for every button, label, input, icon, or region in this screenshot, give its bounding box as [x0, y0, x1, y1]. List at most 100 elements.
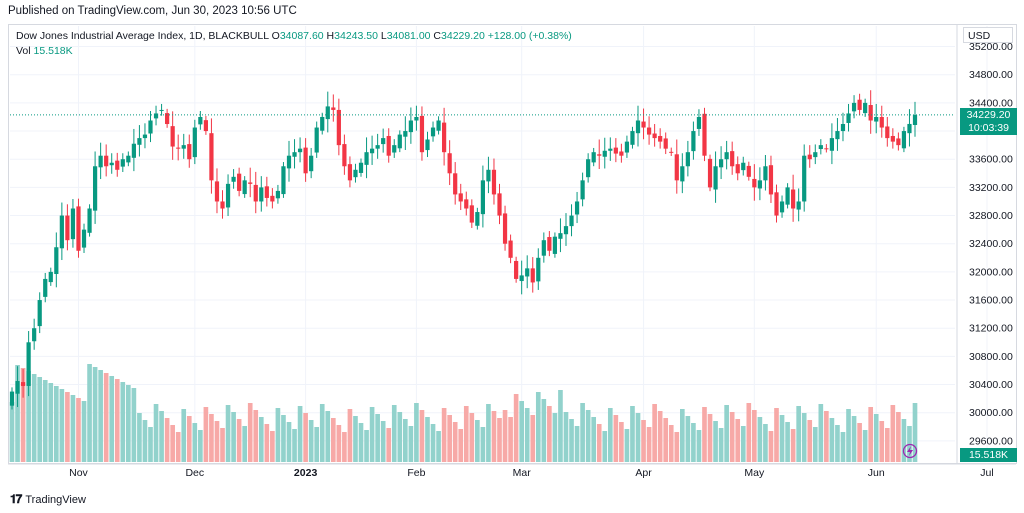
volume-bar	[281, 415, 286, 462]
candle-body	[342, 144, 347, 167]
candle-body	[70, 208, 76, 240]
candle-body	[896, 138, 901, 146]
candle-body	[541, 240, 546, 256]
volume-tag: 15.518K	[960, 448, 1017, 462]
volume-bar	[552, 413, 558, 462]
volume-bar	[225, 405, 231, 462]
volume-bar	[336, 425, 342, 462]
volume-bar	[569, 419, 574, 462]
volume-bar	[502, 410, 508, 462]
candle-body	[453, 173, 458, 195]
candle-body	[514, 260, 519, 279]
candle-body	[519, 275, 524, 282]
candle-body	[214, 181, 220, 202]
volume-bar	[159, 411, 164, 462]
chart-legend: Dow Jones Industrial Average Index, 1D, …	[16, 30, 572, 42]
volume-bar	[896, 412, 901, 462]
volume-bar	[497, 418, 502, 462]
volume-bar	[391, 405, 397, 462]
candle-body	[674, 154, 679, 181]
volume-bar	[308, 420, 314, 462]
candle-body	[763, 166, 768, 181]
candle-body	[829, 138, 835, 151]
volume-bar	[397, 412, 403, 462]
volume-bar	[364, 430, 369, 462]
candle-body	[874, 116, 879, 122]
y-tick-label: 33200.00	[969, 182, 1013, 194]
candle-body	[109, 162, 114, 166]
candle-body	[702, 113, 707, 156]
volume-bar	[114, 379, 120, 462]
volume-bar	[175, 432, 181, 462]
candle-body	[879, 116, 884, 128]
candle-body	[863, 102, 868, 114]
candle-body	[54, 247, 59, 274]
volume-bar	[585, 410, 591, 462]
volume-bar	[558, 390, 563, 462]
volume-bar	[890, 405, 896, 462]
candle-body	[624, 141, 630, 153]
price-chart[interactable]: 29600.00 30000.00 30400.00 30800.00 31200.00…	[0, 0, 1024, 490]
volume-bar	[480, 427, 486, 462]
candle-body	[558, 233, 563, 239]
volume-bar	[580, 403, 585, 462]
candle-body	[120, 159, 125, 167]
candle-body	[785, 187, 790, 205]
candle-body	[447, 153, 452, 174]
candle-body	[574, 201, 580, 215]
legend-open-value: 34087.60	[279, 30, 324, 42]
y-tick-label: 35200.00	[969, 41, 1013, 53]
volume-bar	[236, 419, 242, 462]
volume-bar	[198, 430, 203, 462]
footer-brand[interactable]: 𝟏𝟕 TradingView	[10, 492, 86, 507]
candle-body	[718, 159, 724, 168]
volume-bar	[862, 430, 868, 462]
candle-body	[181, 145, 186, 149]
candle-body	[325, 106, 330, 120]
volume-bar	[740, 426, 746, 462]
volume-bar	[752, 410, 757, 462]
candle-body	[148, 120, 153, 134]
candle-body	[253, 184, 258, 202]
volume-bar	[414, 403, 419, 462]
volume-bar	[630, 406, 635, 462]
volume-bar	[314, 427, 320, 462]
candle-body	[491, 169, 497, 195]
candle-body	[464, 199, 469, 209]
volume-bar	[691, 423, 696, 462]
candle-body	[497, 193, 502, 216]
candle-body	[802, 155, 807, 202]
candle-body	[480, 180, 485, 215]
volume-bar	[425, 417, 430, 462]
x-tick-label: Jun	[868, 467, 885, 479]
volume-bar	[785, 422, 790, 462]
volume-bar	[619, 422, 624, 462]
x-tick-label: Nov	[69, 467, 88, 479]
candle-body	[87, 208, 92, 233]
candle-body	[669, 151, 674, 153]
candle-body	[159, 109, 164, 111]
volume-bar	[646, 427, 652, 462]
volume-value: 15.518K	[33, 45, 73, 57]
candle-body	[835, 131, 840, 140]
candle-body	[846, 113, 851, 123]
currency-selector[interactable]: USD	[963, 27, 1013, 43]
volume-bar	[220, 428, 225, 462]
volume-bar	[796, 406, 801, 462]
candle-body	[59, 215, 64, 249]
candle-body	[203, 120, 209, 132]
candle-body	[92, 166, 98, 211]
volume-bar	[563, 412, 569, 462]
candle-body	[652, 133, 657, 139]
volume-bar	[807, 420, 813, 462]
candle-body	[442, 122, 447, 153]
legend-symbol: Dow Jones Industrial Average Index, 1D, …	[16, 30, 269, 42]
volume-bar	[458, 429, 464, 462]
volume-bar	[436, 431, 441, 462]
volume-bar	[735, 419, 741, 462]
volume-bar	[624, 429, 630, 462]
candle-body	[347, 164, 353, 181]
volume-bar	[884, 428, 890, 462]
candle-body	[237, 173, 242, 191]
candle-body	[602, 150, 607, 157]
